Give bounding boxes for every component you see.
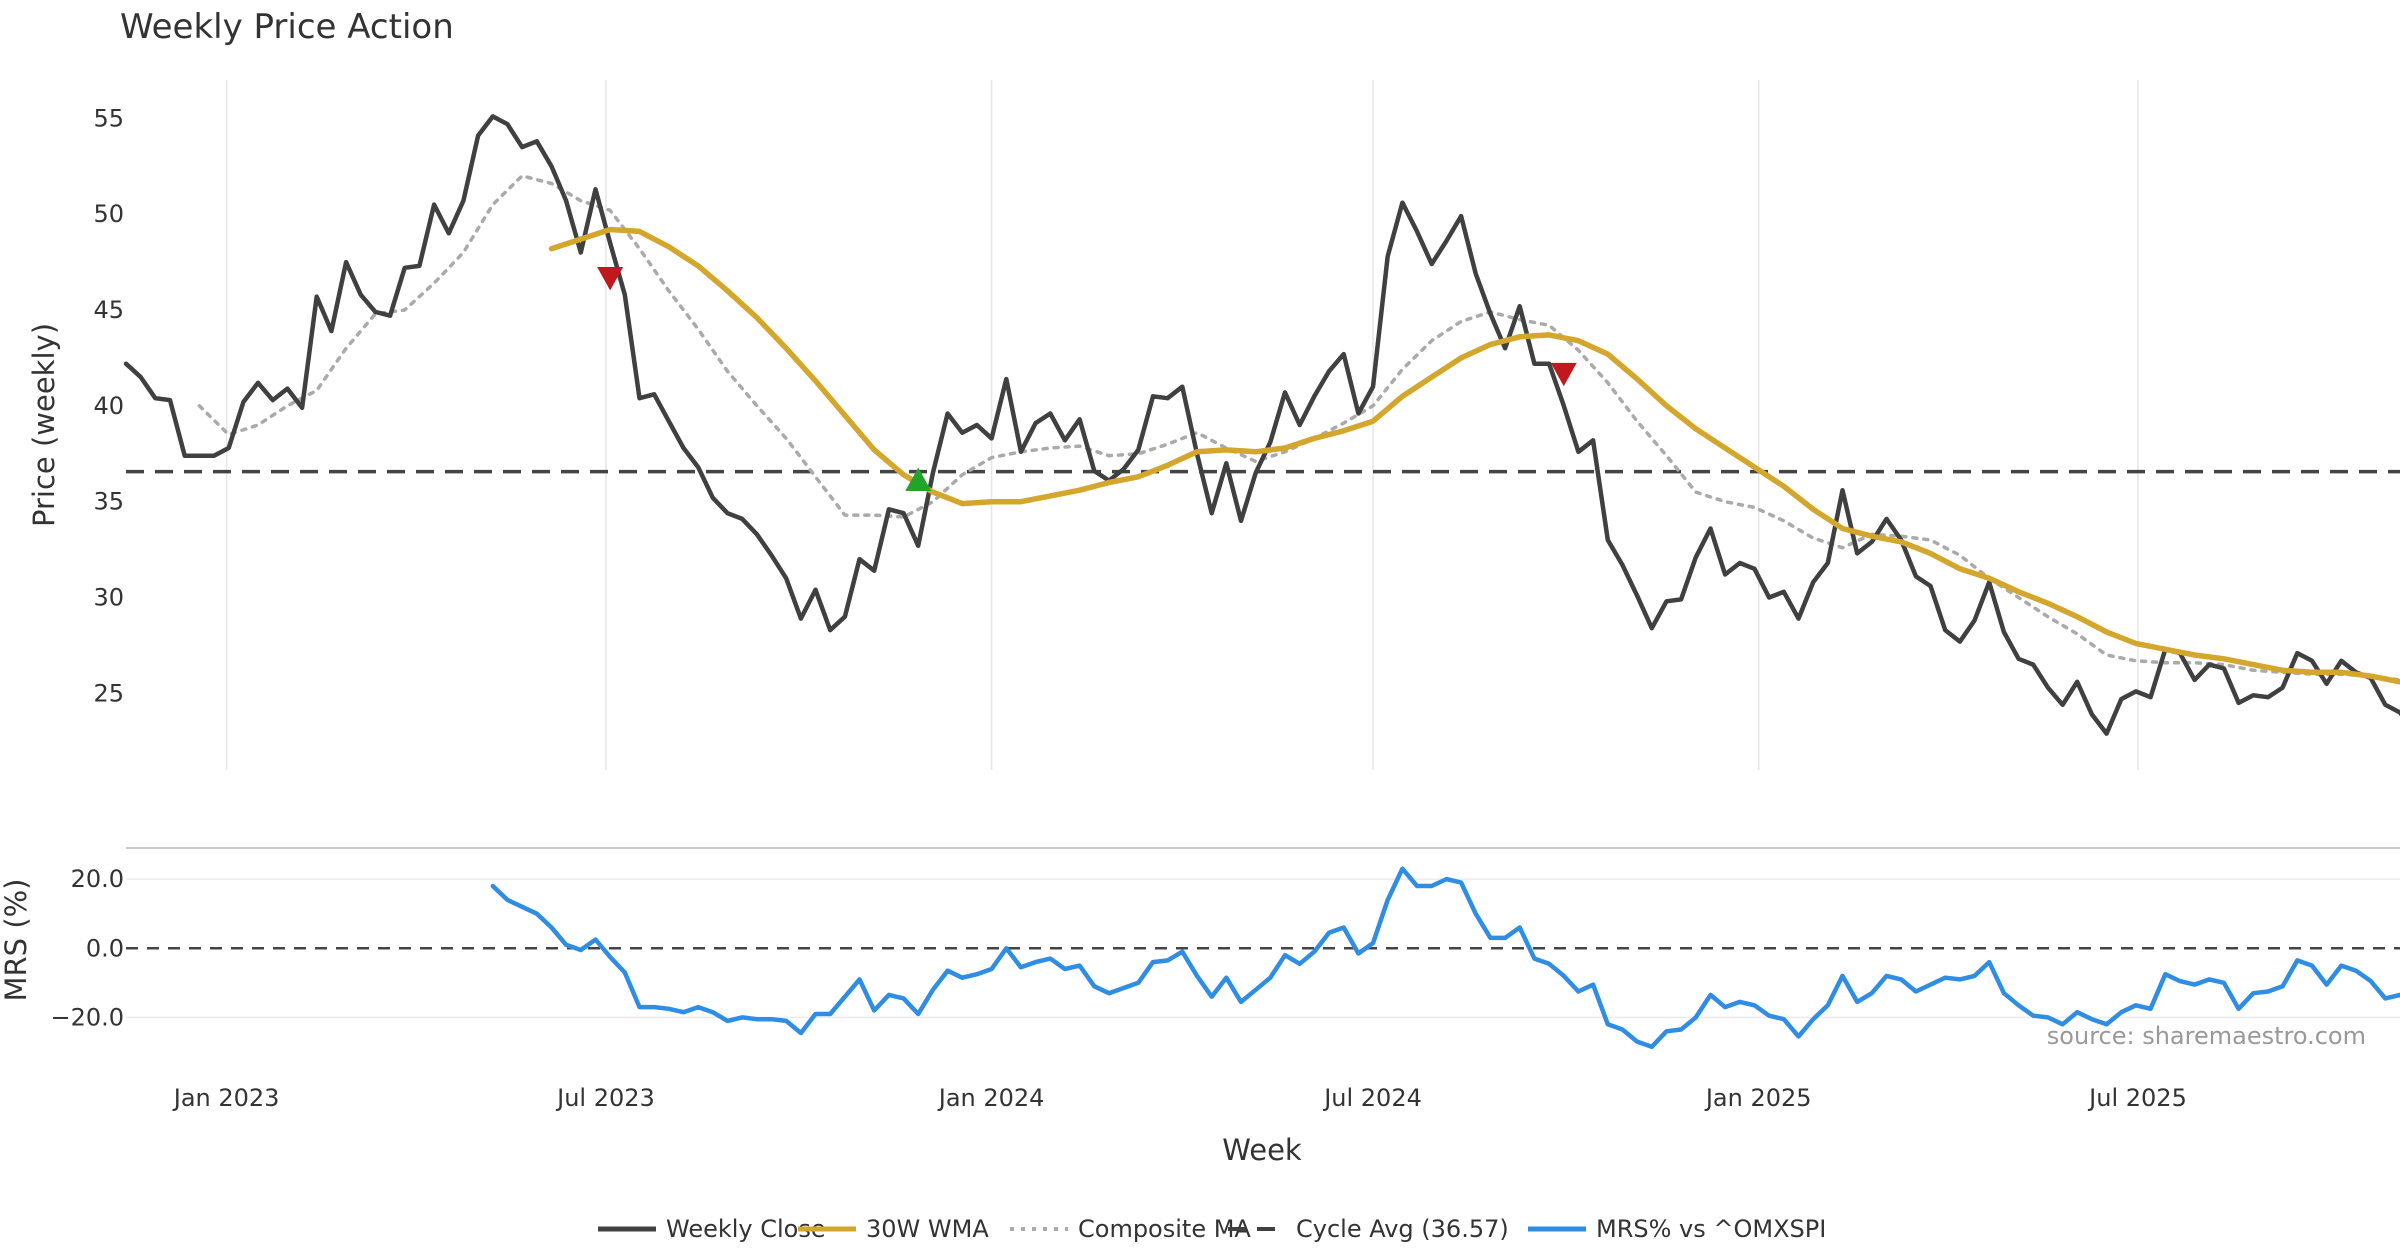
series-composite-ma [197,174,2400,682]
price-series-layer [123,114,2400,736]
mrs-grid [126,878,2400,1019]
mrs-y-ticks: 20.0 0.0 −20.0 [50,865,124,1031]
x-tick-label: Jul 2024 [1322,1084,1422,1112]
mrs-y-tick-label: −20.0 [50,1003,124,1031]
price-y-tick-label: 30 [93,584,124,612]
mrs-series-layer [490,866,2400,1050]
x-ticks: Jan 2023 Jul 2023 Jan 2024 Jul 2024 Jan 2025… [172,1084,2187,1112]
legend-item-mrs-vs-omxspi: MRS% vs ^OMXSPI [1528,1215,1826,1243]
x-tick-label: Jul 2025 [2087,1084,2187,1112]
x-tick-label: Jan 2024 [937,1084,1045,1112]
price-y-tick-label: 35 [93,488,124,516]
legend-label: Composite MA [1078,1215,1251,1243]
price-y-axis-title: Price (weekly) [27,323,61,527]
x-axis-title: Week [1222,1133,1302,1167]
legend-label: 30W WMA [866,1215,989,1243]
legend-item-weekly-close: Weekly Close [598,1215,826,1243]
x-tick-label: Jan 2023 [172,1084,280,1112]
price-y-ticks: 25 30 35 40 45 50 55 [93,104,124,707]
series-mrs [490,866,2400,1050]
series-30w-wma [548,226,2400,685]
series-weekly-close [123,114,2400,736]
legend-item-cycle-avg-36-57: Cycle Avg (36.57) [1228,1215,1509,1243]
x-tick-label: Jan 2025 [1704,1084,1812,1112]
sell-signal-marker [597,267,624,291]
price-y-tick-label: 45 [93,296,124,324]
legend-item-30w-wma: 30W WMA [798,1215,989,1243]
signal-markers [597,267,1577,491]
price-y-tick-label: 50 [93,200,124,228]
price-y-tick-label: 55 [93,104,124,132]
price-y-tick-label: 25 [93,679,124,707]
chart-title: Weekly Price Action [120,7,454,47]
legend-item-composite-ma: Composite MA [1010,1215,1251,1243]
mrs-y-tick-label: 0.0 [86,934,124,962]
price-y-tick-label: 40 [93,392,124,420]
mrs-y-tick-label: 20.0 [71,865,124,893]
buy-signal-marker [905,467,932,491]
legend-label: Cycle Avg (36.57) [1296,1215,1509,1243]
sell-signal-marker [1550,362,1577,387]
legend: Weekly Close 30W WMA Composite MA Cycle Avg… [598,1215,1826,1243]
source-note: source: sharemaestro.com [2047,1022,2366,1050]
legend-label: MRS% vs ^OMXSPI [1596,1215,1826,1243]
price-grid [225,80,2139,770]
x-tick-label: Jul 2023 [555,1084,655,1112]
mrs-y-axis-title: MRS (%) [0,879,33,1002]
